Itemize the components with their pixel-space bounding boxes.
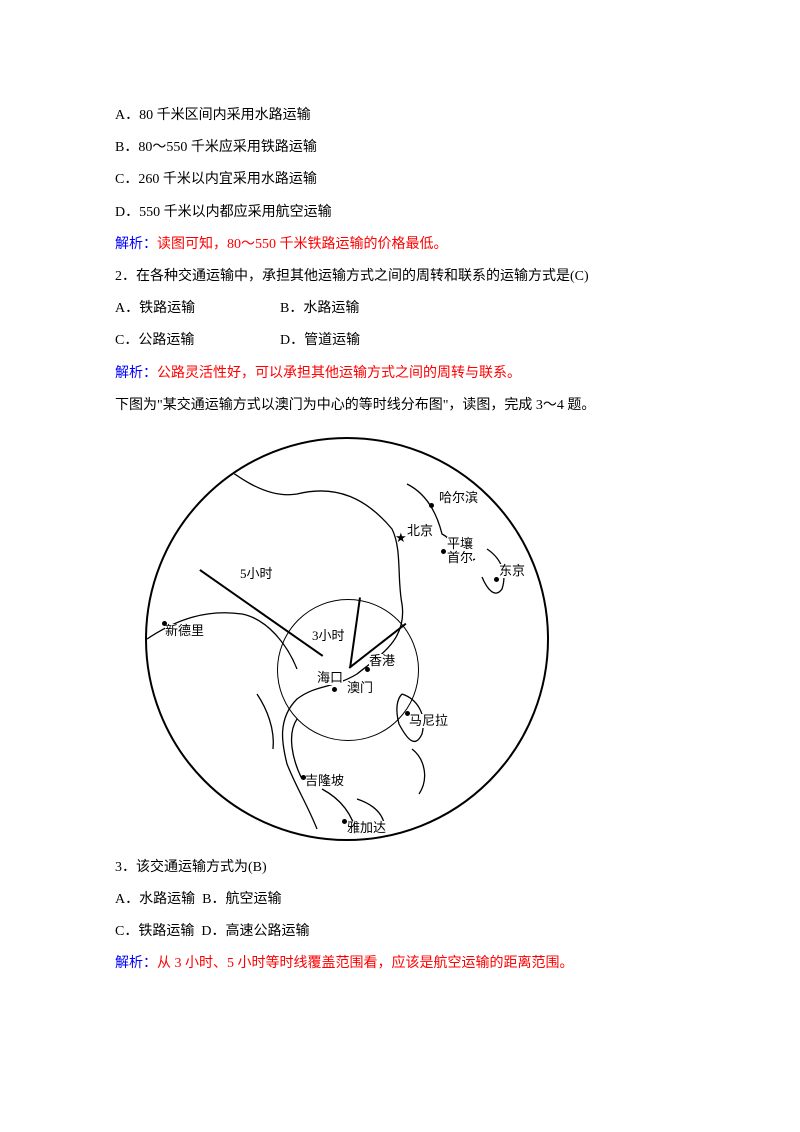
- q2-option-d: D．管道运输: [280, 325, 360, 357]
- analysis-text: 从 3 小时、5 小时等时线覆盖范围看，应该是航空运输的距离范围。: [157, 956, 574, 971]
- q3-option-a: A．水路运输: [115, 892, 195, 907]
- q2-options-row1: A．铁路运输 B．水路运输: [115, 293, 685, 325]
- analysis-text: 公路灵活性好，可以承担其他运输方式之间的周转与联系。: [157, 366, 521, 381]
- q2-option-b: B．水路运输: [280, 293, 359, 325]
- q3-analysis: 解析：从 3 小时、5 小时等时线覆盖范围看，应该是航空运输的距离范围。: [115, 948, 685, 980]
- analysis-label: 解析：: [115, 237, 157, 252]
- city-jakarta: 雅加达: [347, 821, 386, 835]
- q1-option-d: D．550 千米以内都应采用航空运输: [115, 197, 685, 229]
- map-inner-circle: [277, 599, 419, 741]
- map-figure: 5小时 3小时 哈尔滨北京★平壤首尔东京新德里香港海口澳门马尼拉吉隆坡雅加达: [145, 437, 545, 837]
- city-newdelhi: 新德里: [165, 624, 204, 638]
- q3-options-row2: C．铁路运输 D．高速公路运输: [115, 916, 685, 948]
- city-hongkong: 香港: [369, 654, 395, 668]
- q3-option-b: B．航空运输: [202, 892, 281, 907]
- city-kl-dot: [301, 775, 306, 780]
- city-haikou: 海口: [317, 671, 343, 685]
- city-tokyo: 东京: [499, 564, 525, 578]
- city-seoul: 首尔: [447, 551, 473, 565]
- analysis-label: 解析：: [115, 366, 157, 381]
- map-outer-circle: 5小时 3小时 哈尔滨北京★平壤首尔东京新德里香港海口澳门马尼拉吉隆坡雅加达: [145, 437, 549, 841]
- label-3h: 3小时: [312, 629, 345, 643]
- intro-34: 下图为"某交通运输方式以澳门为中心的等时线分布图"，读图，完成 3～4 题。: [115, 390, 685, 422]
- city-macau: 澳门: [347, 681, 373, 695]
- analysis-text: 读图可知，80～550 千米铁路运输的价格最低。: [157, 237, 448, 252]
- q1-option-c: C．260 千米以内宜采用水路运输: [115, 164, 685, 196]
- q3-stem: 3．该交通运输方式为(B): [115, 852, 685, 884]
- city-manila-dot: [405, 711, 410, 716]
- city-hongkong-dot: [365, 667, 370, 672]
- document-page: A．80 千米区间内采用水路运输 B．80～550 千米应采用铁路运输 C．26…: [0, 0, 800, 1041]
- city-seoul-dot: [441, 549, 446, 554]
- analysis-label: 解析：: [115, 956, 157, 971]
- city-harbin-dot: [429, 503, 434, 508]
- city-manila: 马尼拉: [409, 714, 448, 728]
- city-haikou-dot: [332, 687, 337, 692]
- city-harbin: 哈尔滨: [439, 491, 478, 505]
- city-tokyo-dot: [494, 577, 499, 582]
- q1-analysis: 解析：读图可知，80～550 千米铁路运输的价格最低。: [115, 229, 685, 261]
- city-jakarta-dot: [342, 819, 347, 824]
- q2-analysis: 解析：公路灵活性好，可以承担其他运输方式之间的周转与联系。: [115, 358, 685, 390]
- label-5h: 5小时: [240, 567, 273, 581]
- q2-option-a: A．铁路运输: [115, 293, 280, 325]
- q1-option-a: A．80 千米区间内采用水路运输: [115, 100, 685, 132]
- q3-option-c: C．铁路运输: [115, 924, 194, 939]
- q2-option-c: C．公路运输: [115, 325, 280, 357]
- city-kl: 吉隆坡: [305, 774, 344, 788]
- city-newdelhi-dot: [162, 621, 167, 626]
- q2-stem: 2．在各种交通运输中，承担其他运输方式之间的周转和联系的运输方式是(C): [115, 261, 685, 293]
- q3-options-row1: A．水路运输 B．航空运输: [115, 884, 685, 916]
- city-beijing-star: ★: [395, 531, 407, 544]
- city-beijing: 北京: [407, 524, 433, 538]
- q1-option-b: B．80～550 千米应采用铁路运输: [115, 132, 685, 164]
- q2-options-row2: C．公路运输 D．管道运输: [115, 325, 685, 357]
- q3-option-d: D．高速公路运输: [201, 924, 309, 939]
